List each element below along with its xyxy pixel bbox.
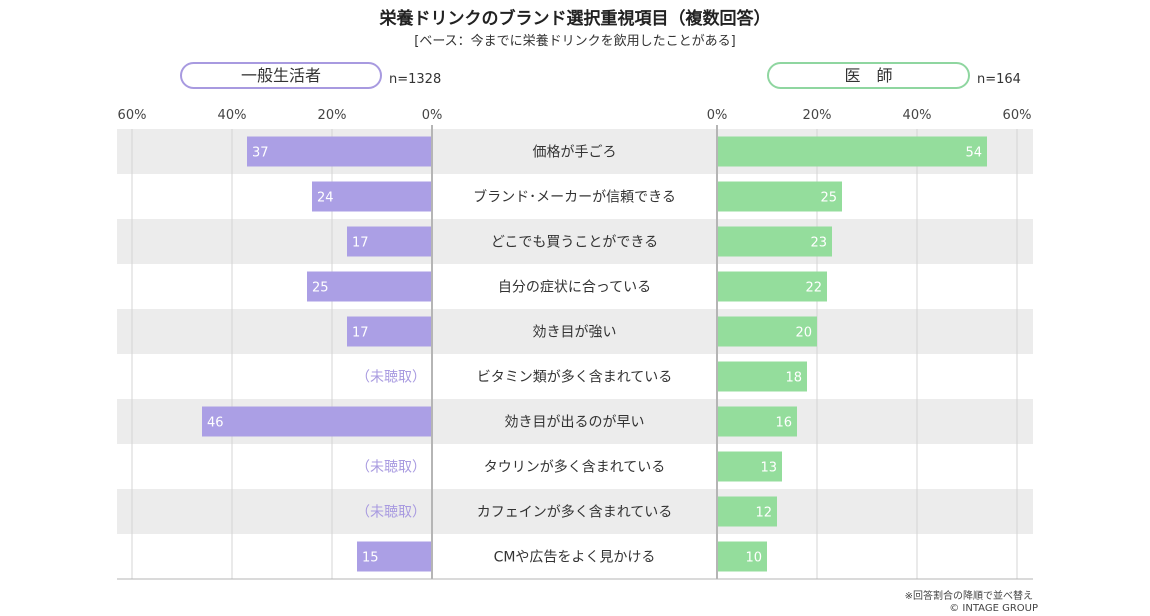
n-count-general-public: n=1328	[389, 72, 442, 87]
value-label-general-public: 25	[312, 281, 329, 296]
row-band	[117, 309, 1033, 354]
legend-doctors: 医 師	[767, 62, 970, 89]
bar-doctors	[717, 406, 797, 437]
tick-label-left: 60%	[118, 108, 147, 123]
bar-doctors	[717, 361, 807, 392]
tick-label-left: 0%	[422, 108, 443, 123]
n-count-doctors: n=164	[977, 72, 1021, 87]
tick-label-right: 60%	[1003, 108, 1032, 123]
category-label: ビタミン類が多く含まれている	[477, 369, 673, 386]
chart-title: 栄養ドリンクのブランド選択重視項目（複数回答）	[379, 9, 771, 29]
value-label-doctors: 25	[820, 191, 837, 206]
bar-doctors	[717, 226, 832, 257]
copyright-note: © INTAGE GROUP	[949, 603, 1038, 614]
category-label: CMや広告をよく見かける	[494, 550, 656, 566]
bar-doctors	[717, 181, 842, 212]
not-asked-label: （未聴取）	[356, 370, 426, 386]
value-label-doctors: 12	[755, 506, 772, 521]
value-label-doctors: 10	[745, 551, 762, 566]
value-label-general-public: 15	[362, 551, 379, 566]
bar-doctors	[717, 136, 987, 167]
row-band	[117, 219, 1033, 264]
category-label: 効き目が出るのが早い	[505, 415, 645, 431]
sort-note: ※回答割合の降順で並べ替え	[904, 591, 1033, 602]
category-label: 効き目が強い	[533, 325, 617, 341]
value-label-doctors: 20	[795, 326, 812, 341]
legend-general-public: 一般生活者	[180, 62, 382, 89]
bar-doctors	[717, 271, 827, 302]
value-label-doctors: 16	[775, 416, 792, 431]
bar-general-public	[312, 181, 432, 212]
bar-general-public	[347, 226, 432, 257]
value-label-general-public: 24	[317, 191, 334, 206]
bar-doctors	[717, 496, 777, 527]
category-label: ブランド･メーカーが信頼できる	[473, 189, 676, 206]
bar-general-public	[202, 406, 432, 437]
not-asked-label: （未聴取）	[356, 460, 426, 476]
tick-label-left: 40%	[218, 108, 247, 123]
value-label-general-public: 37	[252, 146, 269, 161]
category-label: 価格が手ごろ	[533, 145, 617, 161]
tick-label-right: 40%	[903, 108, 932, 123]
bar-general-public	[347, 316, 432, 347]
value-label-general-public: 46	[207, 416, 224, 431]
bar-doctors	[717, 451, 782, 482]
tick-label-left: 20%	[318, 108, 347, 123]
category-label: カフェインが多く含まれている	[477, 504, 673, 521]
value-label-general-public: 17	[352, 326, 369, 341]
value-label-doctors: 22	[805, 281, 822, 296]
value-label-doctors: 23	[810, 236, 827, 251]
bar-doctors	[717, 316, 817, 347]
chart-subtitle: [ベース：今までに栄養ドリンクを飲用したことがある]	[414, 34, 736, 49]
row-band	[117, 489, 1033, 534]
category-label: 自分の症状に合っている	[498, 280, 651, 296]
value-label-doctors: 13	[760, 461, 777, 476]
tick-label-right: 0%	[707, 108, 728, 123]
value-label-general-public: 17	[352, 236, 369, 251]
bar-doctors	[717, 541, 767, 572]
category-label: どこでも買うことができる	[491, 235, 658, 251]
category-label: タウリンが多く含まれている	[484, 459, 666, 476]
not-asked-label: （未聴取）	[356, 505, 426, 521]
bar-general-public	[307, 271, 432, 302]
bar-general-public	[247, 136, 432, 167]
bar-general-public	[357, 541, 432, 572]
value-label-doctors: 54	[965, 146, 982, 161]
value-label-doctors: 18	[785, 371, 802, 386]
tick-label-right: 20%	[803, 108, 832, 123]
